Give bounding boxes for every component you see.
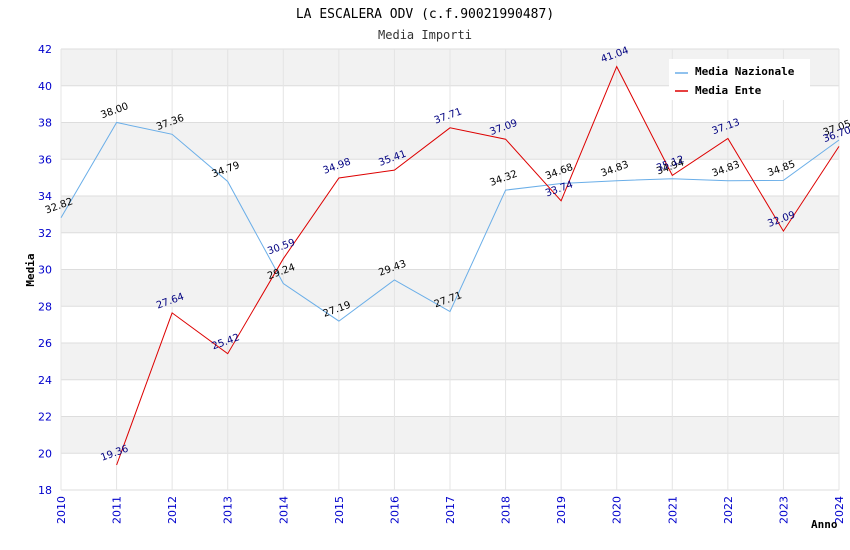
x-tick-label: 2019 (555, 496, 568, 524)
y-axis-label: Media (24, 253, 37, 286)
y-tick-label: 20 (38, 447, 52, 460)
y-tick-label: 42 (38, 43, 52, 56)
x-tick-label: 2012 (166, 496, 179, 524)
y-tick-label: 38 (38, 117, 52, 130)
grid-lines (60, 48, 840, 491)
legend-media-nazionale: Media Nazionale (695, 65, 795, 78)
y-axis-ticks: 18 20 22 24 26 28 30 32 34 36 38 40 42 (38, 43, 52, 497)
chart-subtitle: Media Importi (378, 28, 472, 42)
x-tick-label: 2021 (666, 496, 679, 524)
y-tick-label: 22 (38, 411, 52, 424)
x-tick-label: 2020 (611, 496, 624, 524)
legend: Media Nazionale Media Ente (669, 59, 810, 100)
x-tick-label: 2010 (55, 496, 68, 524)
x-tick-label: 2015 (333, 496, 346, 524)
y-tick-label: 36 (38, 153, 52, 166)
y-tick-label: 24 (38, 374, 52, 387)
x-tick-label: 2016 (388, 496, 401, 524)
y-tick-label: 28 (38, 300, 52, 313)
chart-title: LA ESCALERA ODV (c.f.90021990487) (296, 7, 554, 22)
series-line-media-ente (116, 65, 840, 466)
series-lines (60, 65, 840, 466)
x-tick-label: 2023 (777, 496, 790, 524)
legend-media-ente: Media Ente (695, 84, 762, 97)
legend-box (669, 59, 810, 100)
x-tick-label: 2011 (111, 496, 124, 524)
y-tick-label: 26 (38, 337, 52, 350)
x-axis-label: Anno (811, 518, 838, 531)
y-tick-label: 32 (38, 227, 52, 240)
x-tick-label: 2024 (833, 496, 846, 524)
x-tick-label: 2013 (222, 496, 235, 524)
y-tick-label: 30 (38, 264, 52, 277)
y-tick-label: 40 (38, 80, 52, 93)
x-axis-ticks: 2010 2011 2012 2013 2014 2015 2016 2017 2018 2019… (55, 496, 846, 524)
series-line-media-nazionale (60, 121, 840, 322)
y-tick-label: 18 (38, 484, 52, 497)
x-tick-label: 2018 (500, 496, 513, 524)
x-tick-label: 2022 (722, 496, 735, 524)
x-tick-label: 2017 (444, 496, 457, 524)
y-tick-label: 34 (38, 190, 52, 203)
x-tick-label: 2014 (277, 496, 290, 524)
